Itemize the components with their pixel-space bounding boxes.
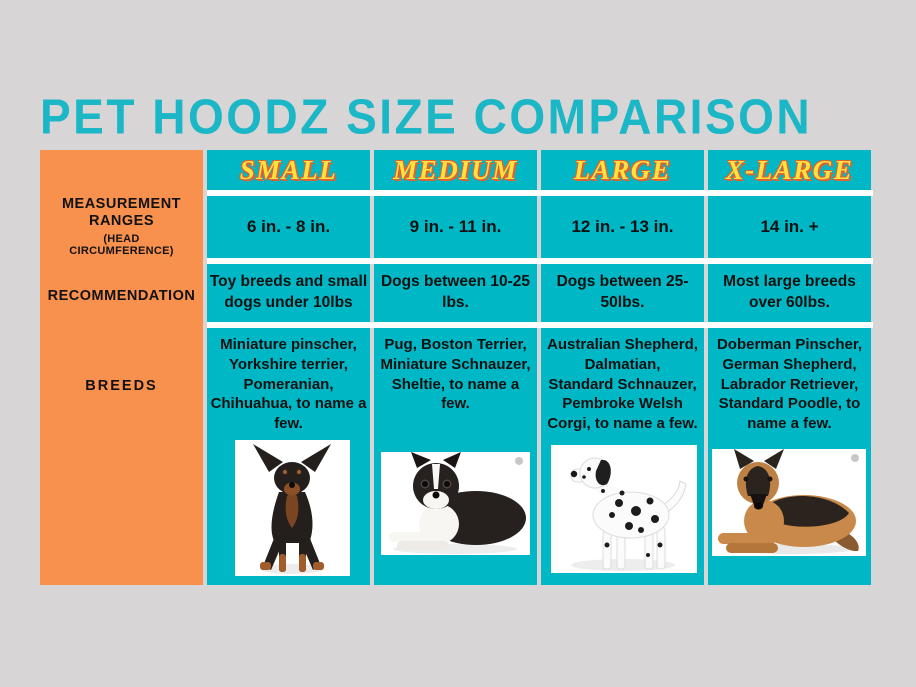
breeds-line: German Shepherd, xyxy=(722,355,857,373)
dalmatian-photo xyxy=(551,445,697,573)
breeds-line: Pug, Boston Terrier, xyxy=(384,336,527,353)
recommendation-line: Dogs between 25- xyxy=(556,273,689,291)
recommendation-cell-medium: Dogs between 10-25 lbs. xyxy=(374,264,537,322)
recommendation-cell-xlarge: Most large breeds over 60lbs. xyxy=(708,264,871,322)
breeds-line: Pomeranian, xyxy=(243,375,334,393)
range-cell-xlarge: 14 in. + xyxy=(708,196,871,258)
size-header-xlarge: X-LARGE xyxy=(708,150,871,190)
recommendation-cell-small: Toy breeds and small dogs under 10lbs xyxy=(207,264,370,322)
breeds-line: few. xyxy=(441,395,470,413)
breeds-cell-medium: Pug, Boston Terrier, Miniature Schnauzer… xyxy=(374,328,537,585)
boston-terrier-photo xyxy=(381,452,530,555)
breeds-cell-small: Miniature pinscher, Yorkshire terrier, P… xyxy=(207,328,370,585)
recommendation-line: over 60lbs. xyxy=(749,294,830,311)
recommendation-line: Dogs between 10-25 xyxy=(380,273,531,291)
size-header-small-label: SMALL xyxy=(239,154,338,185)
breeds-line: Chihuahua, to name a xyxy=(210,395,367,413)
breeds-line: Doberman Pinscher, xyxy=(716,336,863,353)
breeds-list-small: Miniature pinscher, Yorkshire terrier, P… xyxy=(207,328,370,434)
range-cell-large: 12 in. - 13 in. xyxy=(541,196,704,258)
head-circumference-label: (HEAD CIRCUMFERENCE) xyxy=(69,232,174,258)
breeds-label: BREEDS xyxy=(85,378,158,394)
size-header-large: LARGE xyxy=(541,150,704,190)
breeds-list-medium: Pug, Boston Terrier, Miniature Schnauzer… xyxy=(374,328,537,414)
breeds-line: name a few. xyxy=(747,415,832,433)
recommendation-line: 50lbs. xyxy=(600,294,645,311)
size-header-xlarge-label: X-LARGE xyxy=(725,154,854,185)
row-separator xyxy=(207,322,873,328)
breeds-cell-xlarge: Doberman Pinscher, German Shepherd, Labr… xyxy=(708,328,871,585)
breeds-line: Australian Shepherd, xyxy=(547,336,698,353)
page-title: PET HOODZ SIZE COMPARISON xyxy=(40,88,813,144)
size-header-medium: MEDIUM xyxy=(374,150,537,190)
range-value-large: 12 in. - 13 in. xyxy=(571,217,674,236)
size-header-medium-label: MEDIUM xyxy=(393,154,518,185)
breeds-cell-large: Australian Shepherd, Dalmatian, Standard… xyxy=(541,328,704,585)
size-header-small: SMALL xyxy=(207,150,370,190)
breeds-line: Labrador Retriever, xyxy=(720,375,859,393)
german-shepherd-photo xyxy=(712,449,866,556)
breeds-line: Yorkshire terrier, xyxy=(229,355,348,373)
recommendation-line: lbs. xyxy=(442,294,469,311)
recommendation-line: Most large breeds xyxy=(723,273,856,291)
recommendation-cell-large: Dogs between 25- 50lbs. xyxy=(541,264,704,322)
range-value-medium: 9 in. - 11 in. xyxy=(409,217,502,236)
range-value-xlarge: 14 in. + xyxy=(760,217,819,236)
watermark-icon xyxy=(515,457,523,465)
watermark-icon xyxy=(851,454,859,462)
row-separator xyxy=(207,258,873,264)
breeds-line: Miniature pinscher, xyxy=(220,336,357,353)
breeds-line: Miniature Schnauzer, xyxy=(380,355,531,373)
breeds-list-large: Australian Shepherd, Dalmatian, Standard… xyxy=(541,328,704,434)
breeds-line: Corgi, to name a few. xyxy=(547,415,698,433)
recommendation-line: dogs under 10lbs xyxy=(224,294,353,311)
breeds-line: Standard Schnauzer, xyxy=(548,375,697,393)
miniature-pinscher-photo xyxy=(235,440,350,576)
recommendation-line: Toy breeds and small xyxy=(209,273,368,291)
measurement-ranges-label: MEASUREMENT RANGES (HEAD CIRCUMFERENCE) xyxy=(40,196,203,258)
size-header-large-label: LARGE xyxy=(573,154,672,185)
recommendation-label: RECOMMENDATION xyxy=(47,288,196,304)
breeds-line: Standard Poodle, to xyxy=(718,395,861,413)
row-separator xyxy=(207,190,873,196)
range-value-small: 6 in. - 8 in. xyxy=(246,217,331,236)
breeds-line: Pembroke Welsh xyxy=(562,395,683,413)
row-labels-column: MEASUREMENT RANGES (HEAD CIRCUMFERENCE) … xyxy=(40,150,203,585)
breeds-list-xlarge: Doberman Pinscher, German Shepherd, Labr… xyxy=(708,328,871,434)
breeds-line: Sheltie, to name a xyxy=(391,375,520,393)
breeds-line: Dalmatian, xyxy=(584,355,661,373)
measurement-ranges-label-text: MEASUREMENT RANGES xyxy=(61,196,182,230)
range-cell-small: 6 in. - 8 in. xyxy=(207,196,370,258)
range-cell-medium: 9 in. - 11 in. xyxy=(374,196,537,258)
breeds-line: few. xyxy=(274,415,303,433)
